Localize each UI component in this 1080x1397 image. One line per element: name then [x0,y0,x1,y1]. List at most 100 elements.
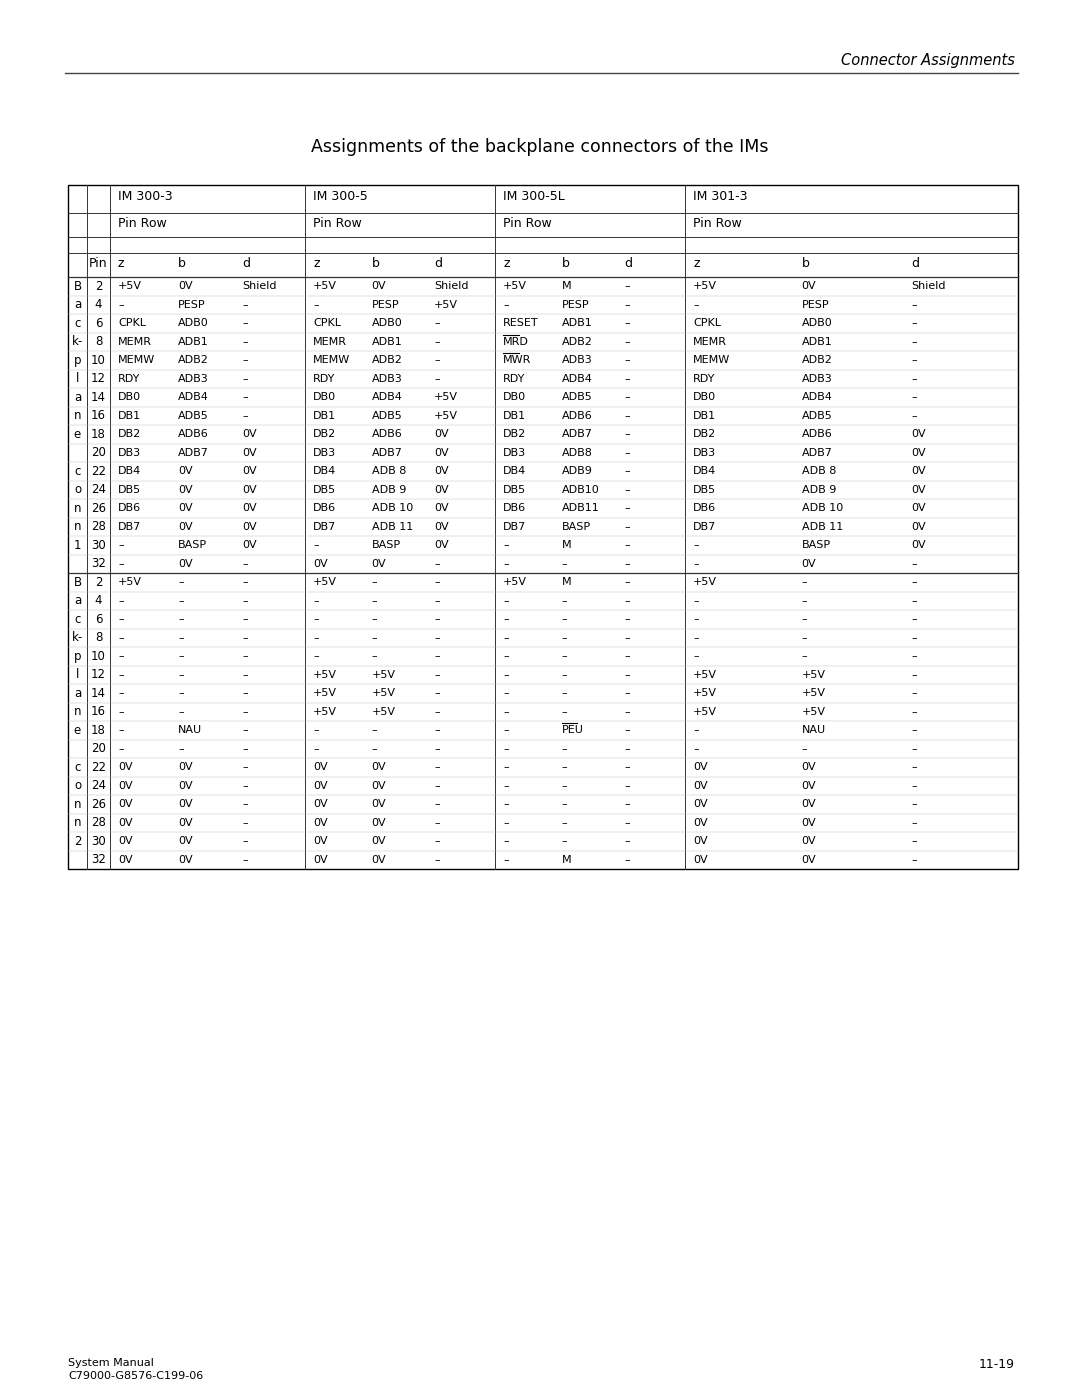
Text: MRD: MRD [503,337,529,346]
Text: ADB0: ADB0 [178,319,210,328]
Text: ADB1: ADB1 [801,337,833,346]
Text: e: e [73,724,81,736]
Text: –: – [313,651,319,661]
Text: 0V: 0V [801,281,816,291]
Text: –: – [434,615,440,624]
Text: 0V: 0V [313,559,327,569]
Text: 0V: 0V [118,763,133,773]
Text: 0V: 0V [372,559,387,569]
Text: –: – [178,577,184,587]
Text: ADB2: ADB2 [178,355,210,365]
Text: –: – [178,633,184,643]
Text: PESP: PESP [562,300,589,310]
Text: 22: 22 [91,465,106,478]
Text: ADB 10: ADB 10 [801,503,842,513]
Text: –: – [912,577,917,587]
Text: 0V: 0V [243,448,257,458]
Text: ADB1: ADB1 [372,337,402,346]
Text: M: M [562,541,571,550]
Text: –: – [624,781,630,791]
Text: –: – [624,337,630,346]
Text: 0V: 0V [912,467,926,476]
Text: 18: 18 [91,427,106,440]
Text: –: – [434,781,440,791]
Text: Shield: Shield [434,281,469,291]
Text: –: – [693,300,699,310]
Text: –: – [243,837,248,847]
Text: B: B [73,279,82,293]
Text: ADB3: ADB3 [801,374,833,384]
Text: –: – [624,503,630,513]
Text: DB0: DB0 [313,393,336,402]
Text: DB4: DB4 [693,467,716,476]
Text: DB2: DB2 [313,429,336,439]
Text: –: – [912,374,917,384]
Text: Pin Row: Pin Row [118,217,166,231]
Text: RDY: RDY [693,374,715,384]
Text: B: B [73,576,82,588]
Text: –: – [912,725,917,735]
Text: MEMW: MEMW [118,355,156,365]
Text: 20: 20 [91,446,106,460]
Text: z: z [313,257,320,270]
Text: k-: k- [72,335,83,348]
Text: ADB7: ADB7 [178,448,210,458]
Text: 0V: 0V [243,429,257,439]
Text: ADB2: ADB2 [372,355,403,365]
Text: –: – [178,689,184,698]
Text: –: – [912,355,917,365]
Text: –: – [118,707,123,717]
Text: –: – [562,743,567,754]
Text: –: – [118,559,123,569]
Text: Pin: Pin [90,257,108,270]
Text: BASP: BASP [372,541,401,550]
Text: –: – [434,855,440,865]
Text: 0V: 0V [912,448,926,458]
Text: –: – [118,669,123,680]
Text: d: d [912,257,919,270]
Text: –: – [243,577,248,587]
Text: –: – [562,651,567,661]
Text: ADB2: ADB2 [562,337,592,346]
Text: –: – [912,651,917,661]
Text: CPKL: CPKL [313,319,341,328]
Text: –: – [624,448,630,458]
Text: 30: 30 [91,835,106,848]
Text: c: c [75,613,81,626]
Text: +5V: +5V [313,577,337,587]
Text: –: – [243,855,248,865]
Text: DB6: DB6 [693,503,716,513]
Text: RDY: RDY [503,374,525,384]
Text: MEMR: MEMR [693,337,727,346]
Text: k-: k- [72,631,83,644]
Text: –: – [434,837,440,847]
Text: +5V: +5V [801,689,825,698]
Text: –: – [243,615,248,624]
Text: –: – [118,633,123,643]
Text: –: – [243,300,248,310]
Text: 1: 1 [73,539,81,552]
Text: M: M [562,577,571,587]
Text: –: – [313,541,319,550]
Text: 12: 12 [91,372,106,386]
Text: DB3: DB3 [503,448,526,458]
Text: –: – [243,374,248,384]
Text: Shield: Shield [912,281,946,291]
Text: z: z [118,257,124,270]
Text: Assignments of the backplane connectors of the IMs: Assignments of the backplane connectors … [311,138,769,156]
Text: MEMW: MEMW [693,355,730,365]
Text: –: – [503,541,509,550]
Text: –: – [624,393,630,402]
Text: –: – [243,337,248,346]
Text: 0V: 0V [801,855,816,865]
Text: Pin Row: Pin Row [503,217,552,231]
Text: ADB 8: ADB 8 [372,467,406,476]
Text: 6: 6 [95,613,103,626]
Text: DB1: DB1 [313,411,336,420]
Text: n: n [73,409,81,422]
Text: –: – [624,763,630,773]
Text: c: c [75,465,81,478]
Text: 4: 4 [95,298,103,312]
Text: 10: 10 [91,353,106,367]
Text: Shield: Shield [243,281,278,291]
